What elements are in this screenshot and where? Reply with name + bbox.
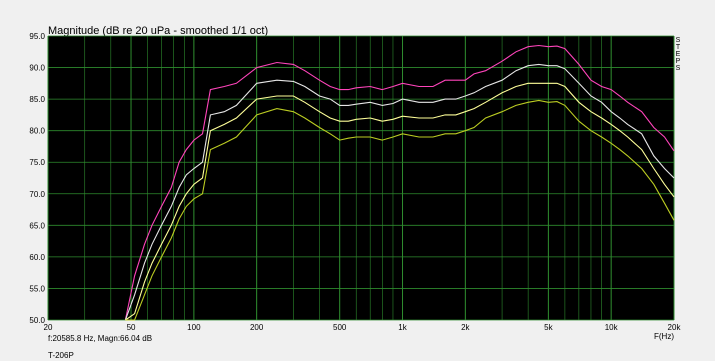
x-tick-label: 100: [187, 323, 201, 332]
series-line-1: [124, 44, 675, 321]
x-axis-labels: 20 50 100 200 500 1k 2k 5k 10k 20k: [44, 323, 682, 332]
y-axis-labels: 95.0 90.0 85.0 80.0 75.0 70.0 65.0 60.0 55.0 50.0: [29, 32, 45, 325]
y-tick-label: 60.0: [29, 253, 45, 262]
steps-letter: T: [676, 44, 681, 51]
y-tick-label: 55.0: [29, 284, 45, 293]
steps-letter: S: [676, 65, 681, 72]
y-tick-label: 75.0: [29, 158, 45, 167]
y-tick-label: 70.0: [29, 190, 45, 199]
x-tick-label: 20: [44, 323, 53, 332]
chart-title: Magnitude (dB re 20 uPa - smoothed 1/1 o…: [48, 25, 269, 37]
cursor-readout: f:20585.8 Hz, Magn:66.04 dB: [48, 334, 153, 343]
plot-area: [48, 36, 674, 320]
series-line-4: [125, 99, 675, 321]
y-tick-label: 50.0: [29, 316, 45, 325]
x-tick-label: 500: [333, 323, 347, 332]
y-tick-label: 85.0: [29, 95, 45, 104]
steps-letter: E: [676, 51, 681, 58]
y-tick-label: 95.0: [29, 32, 45, 41]
x-tick-label: 2k: [461, 323, 470, 332]
y-tick-label: 90.0: [29, 64, 45, 73]
series-line-3: [125, 82, 675, 321]
footer-label: T-206P: [48, 351, 74, 360]
x-tick-label: 1k: [398, 323, 407, 332]
y-tick-label: 80.0: [29, 127, 45, 136]
x-tick-label: 5k: [544, 323, 553, 332]
steps-letter: S: [676, 37, 681, 44]
y-tick-label: 65.0: [29, 221, 45, 230]
curves: [124, 44, 675, 321]
steps-letter: P: [676, 58, 681, 65]
x-axis-title: F(Hz): [654, 332, 674, 341]
x-tick-label: 50: [127, 323, 136, 332]
x-tick-label: 200: [250, 323, 264, 332]
series-line-2: [124, 63, 675, 321]
x-tick-label: 10k: [605, 323, 619, 332]
x-tick-label: 20k: [668, 323, 682, 332]
